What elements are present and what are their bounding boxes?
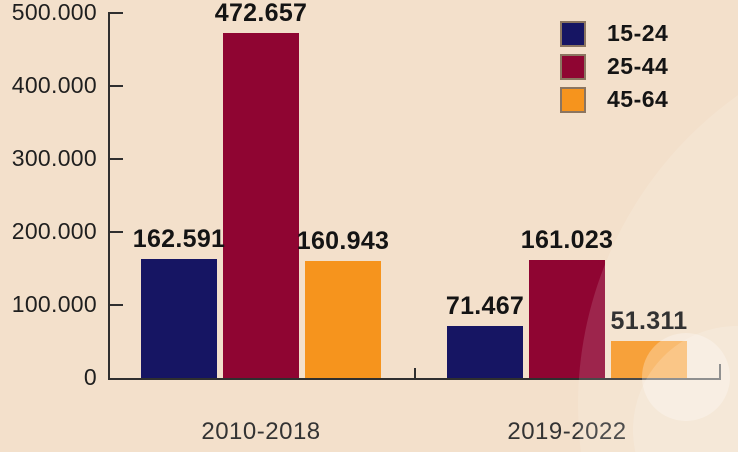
bar-value-label: 472.657 [214, 0, 308, 27]
bar-15-24-2010-2018 [141, 259, 217, 378]
y-axis-tick-label: 300.000 [11, 145, 97, 171]
bar-value-label: 51.311 [610, 307, 688, 335]
x-axis-tick-mid [414, 368, 416, 378]
legend: 15-24 25-44 45-64 [560, 17, 668, 116]
bar-45-64-2010-2018 [305, 261, 381, 378]
y-axis-tick [108, 231, 123, 233]
x-axis-category-label: 2010-2018 [201, 418, 321, 445]
y-axis-tick-label: 0 [83, 364, 97, 390]
y-axis-tick [108, 158, 123, 160]
bar-25-44-2010-2018 [223, 33, 299, 378]
legend-swatch-45-64 [560, 86, 586, 113]
bar-value-label: 71.467 [445, 292, 525, 320]
y-axis-line [108, 13, 110, 378]
x-axis-category-label: 2019-2022 [507, 418, 627, 445]
bar-value-label: 160.943 [296, 227, 390, 255]
y-axis-tick [108, 12, 123, 14]
x-axis-line [108, 378, 721, 380]
legend-label: 25-44 [607, 53, 669, 79]
y-axis-tick [108, 304, 123, 306]
x-axis-tick-end [719, 364, 721, 378]
y-axis-tick-label: 400.000 [11, 72, 97, 98]
legend-swatch-15-24 [560, 20, 586, 47]
y-axis-tick [108, 85, 123, 87]
legend-label: 45-64 [607, 86, 669, 112]
y-axis-tick-label: 200.000 [11, 218, 97, 244]
bar-value-label: 162.591 [132, 225, 226, 253]
y-axis-tick-label: 100.000 [11, 291, 97, 317]
legend-row-15-24: 15-24 [560, 17, 668, 50]
legend-row-45-64: 45-64 [560, 83, 668, 116]
bar-45-64-2019-2022 [611, 341, 687, 378]
bar-15-24-2019-2022 [447, 326, 523, 378]
bar-25-44-2019-2022 [529, 260, 605, 378]
y-axis-tick-label: 500.000 [11, 0, 97, 25]
legend-swatch-25-44 [560, 53, 586, 80]
bar-value-label: 161.023 [520, 226, 614, 254]
legend-row-25-44: 25-44 [560, 50, 668, 83]
legend-label: 15-24 [607, 20, 669, 46]
